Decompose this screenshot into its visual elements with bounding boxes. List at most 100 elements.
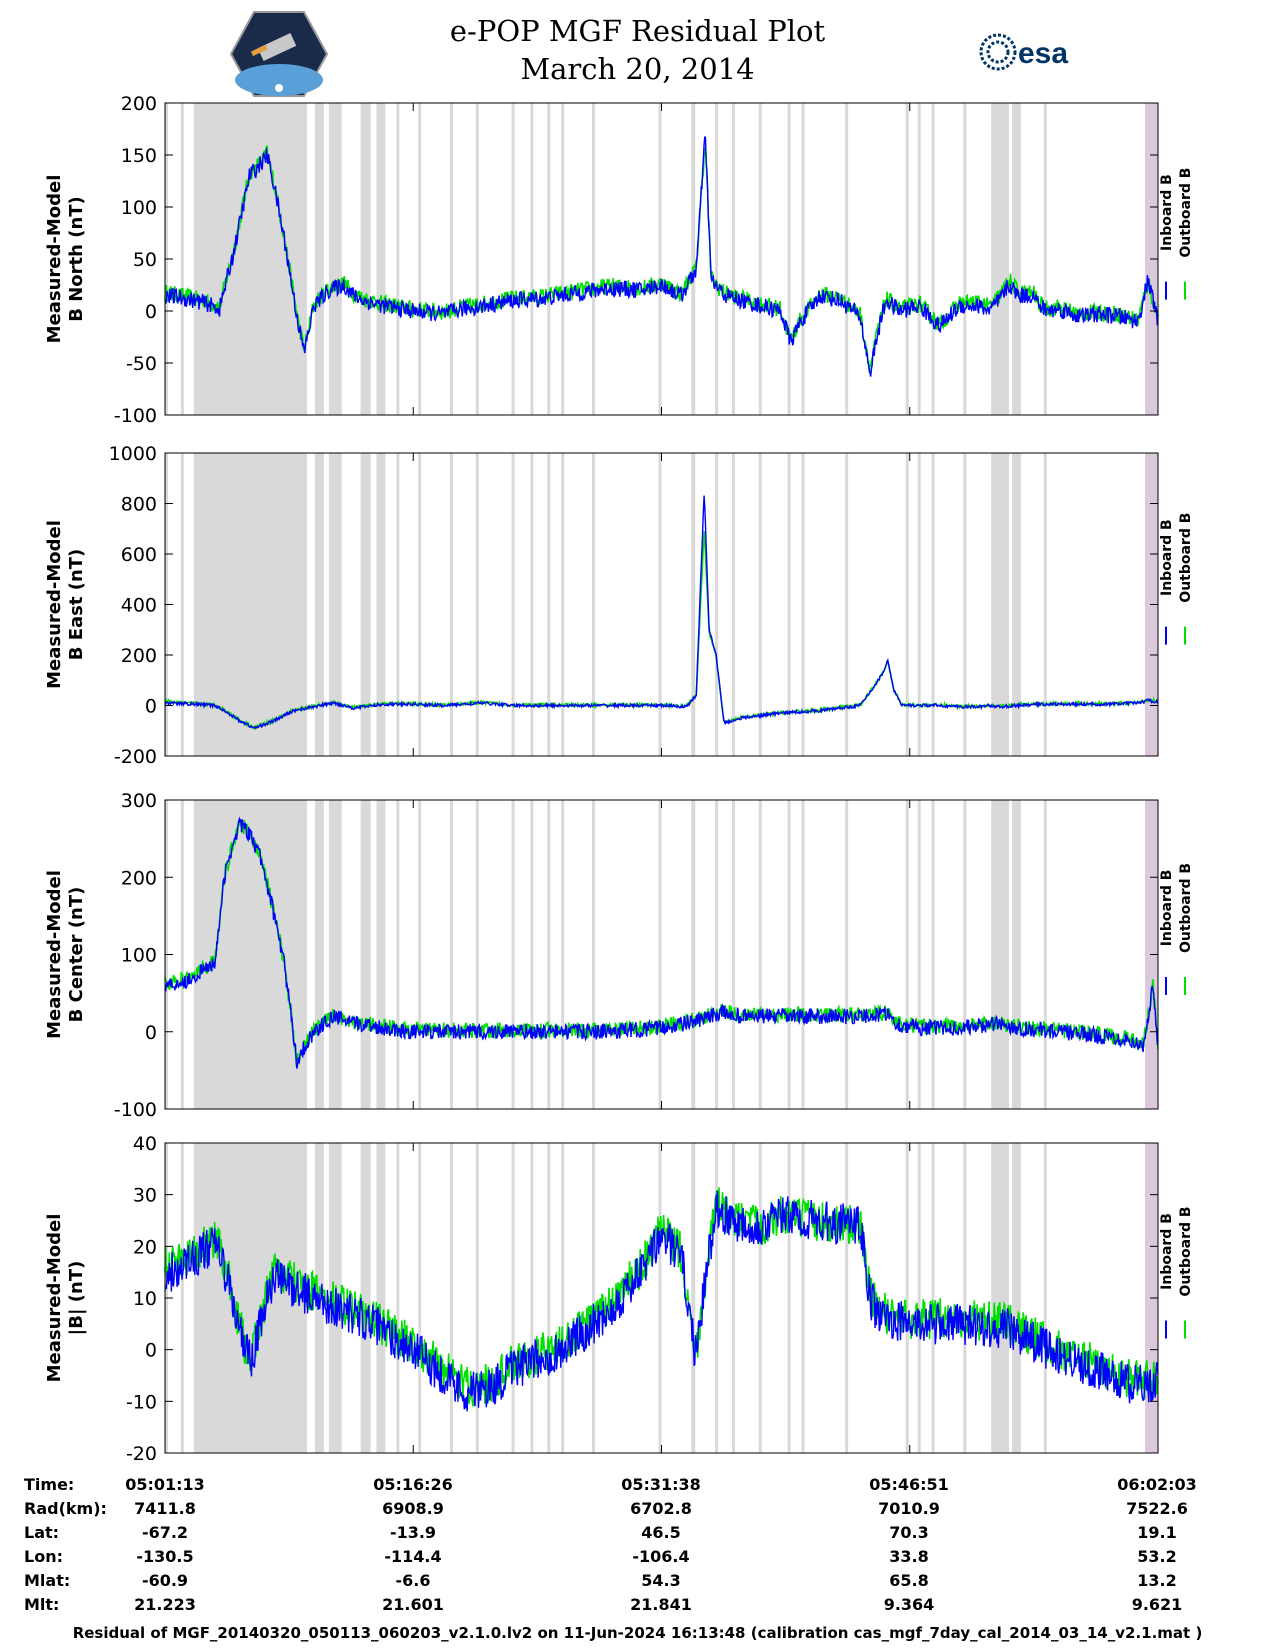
y-tick-label: -50 bbox=[126, 353, 157, 375]
info-value: 05:01:13 bbox=[125, 1475, 205, 1494]
data-gap-shade bbox=[328, 453, 342, 756]
data-gap-shade bbox=[396, 800, 400, 1109]
legend-outboard-label: Outboard B bbox=[1178, 168, 1194, 258]
y-axis-label-line1: Measured-Model bbox=[44, 870, 65, 1039]
data-gap-shade bbox=[314, 800, 324, 1109]
y-tick-label: -100 bbox=[114, 405, 157, 427]
info-value: 6702.8 bbox=[630, 1499, 692, 1518]
y-axis-label-line2: B Center (nT) bbox=[66, 887, 87, 1023]
info-value: 9.364 bbox=[883, 1595, 935, 1614]
data-gap-shade bbox=[732, 103, 735, 415]
data-gap-shade bbox=[917, 800, 921, 1109]
data-gap-shade bbox=[591, 800, 595, 1109]
data-gap-shade bbox=[963, 1143, 967, 1453]
data-gap-shade bbox=[845, 453, 849, 756]
chart-panel-3: 300 200 100 0 -100 Measured-Model B Center (nT… bbox=[44, 790, 1194, 1121]
data-gap-shade bbox=[801, 453, 805, 756]
data-gap-shade bbox=[787, 453, 791, 756]
data-gap-shade bbox=[917, 1143, 921, 1453]
y-tick-label: 150 bbox=[121, 145, 157, 167]
legend-inboard-label: Inboard B bbox=[1159, 174, 1175, 251]
data-gap-shade bbox=[905, 1143, 909, 1453]
info-value: 7411.8 bbox=[134, 1499, 196, 1518]
data-gap-shade bbox=[511, 1143, 515, 1453]
data-gap-shade bbox=[691, 1143, 696, 1453]
info-key: Time: bbox=[24, 1475, 75, 1494]
data-gap-shade bbox=[931, 103, 935, 415]
data-gap-shade bbox=[658, 800, 662, 1109]
legend-inboard-label: Inboard B bbox=[1159, 1213, 1175, 1290]
data-gap-shade bbox=[475, 1143, 479, 1453]
info-value: 9.621 bbox=[1131, 1595, 1183, 1614]
data-gap-shade bbox=[758, 1143, 762, 1453]
data-gap-shade bbox=[396, 103, 400, 415]
data-gap-shade bbox=[511, 453, 515, 756]
data-gap-shade bbox=[547, 453, 551, 756]
info-value: 54.3 bbox=[641, 1571, 681, 1590]
data-gap-shade bbox=[314, 103, 324, 415]
data-gap-shade bbox=[931, 800, 935, 1109]
footer-caption: Residual of MGF_20140320_050113_060203_v… bbox=[72, 1624, 1203, 1642]
data-gap-shade bbox=[715, 453, 719, 756]
y-tick-label: -200 bbox=[114, 746, 157, 768]
y-axis-label-line1: Measured-Model bbox=[44, 175, 65, 344]
data-gap-shade bbox=[328, 103, 342, 415]
data-gap-shade bbox=[658, 453, 662, 756]
data-gap-shade bbox=[963, 453, 967, 756]
info-value: 19.1 bbox=[1137, 1523, 1177, 1542]
info-value: -60.9 bbox=[141, 1571, 189, 1590]
data-gap-shade bbox=[715, 103, 719, 415]
data-gap-shade bbox=[511, 800, 515, 1109]
data-gap-shade bbox=[917, 453, 921, 756]
data-gap-shade bbox=[376, 800, 386, 1109]
data-gap-shade bbox=[1043, 103, 1047, 415]
info-key: Lon: bbox=[24, 1547, 63, 1566]
data-gap-shade bbox=[418, 1143, 422, 1453]
y-tick-label: 300 bbox=[121, 790, 157, 812]
y-tick-label: 100 bbox=[121, 197, 157, 219]
y-tick-label: -10 bbox=[126, 1391, 157, 1413]
chart-panel-1: 200 150 100 50 0 -50 -100 Measured-Model B North… bbox=[44, 93, 1194, 427]
y-tick-label: 600 bbox=[121, 544, 157, 566]
data-gap-shade bbox=[328, 800, 342, 1109]
legend-inboard-label: Inboard B bbox=[1159, 519, 1175, 596]
y-tick-label: 0 bbox=[145, 301, 157, 323]
y-tick-label: 30 bbox=[133, 1185, 157, 1207]
data-gap-shade bbox=[732, 453, 735, 756]
data-gap-shade bbox=[787, 1143, 791, 1453]
data-gap-shade bbox=[1012, 103, 1021, 415]
data-gap-shade bbox=[418, 800, 422, 1109]
data-gap-shade bbox=[511, 103, 515, 415]
info-value: 33.8 bbox=[889, 1547, 929, 1566]
data-gap-shade bbox=[1043, 453, 1047, 756]
data-gap-shade bbox=[547, 800, 551, 1109]
y-tick-label: 200 bbox=[121, 867, 157, 889]
data-gap-shade bbox=[193, 103, 307, 415]
y-axis-label-line1: Measured-Model bbox=[44, 1214, 65, 1383]
data-gap-shade bbox=[530, 453, 534, 756]
data-gap-shade bbox=[715, 800, 719, 1109]
data-gap-shade bbox=[732, 1143, 735, 1453]
y-tick-label: -100 bbox=[114, 1099, 157, 1121]
data-gap-shade bbox=[180, 800, 184, 1109]
data-gap-shade bbox=[691, 800, 696, 1109]
y-axis-label-line1: Measured-Model bbox=[44, 520, 65, 689]
series-inboard-line bbox=[164, 495, 1159, 730]
series-inboard-line bbox=[164, 136, 1159, 377]
y-tick-label: 1000 bbox=[109, 443, 157, 465]
data-gap-shade bbox=[691, 103, 696, 415]
y-axis-label-line2: B North (nT) bbox=[66, 196, 87, 322]
data-gap-shade bbox=[449, 800, 453, 1109]
data-gap-shade bbox=[547, 1143, 551, 1453]
info-value: 21.601 bbox=[382, 1595, 444, 1614]
info-key: Lat: bbox=[24, 1523, 60, 1542]
plot-title-line1: e-POP MGF Residual Plot bbox=[449, 14, 826, 48]
y-tick-label: 400 bbox=[121, 595, 157, 617]
info-value: 05:16:26 bbox=[373, 1475, 453, 1494]
chart-panel-4: 40 30 20 10 0 -10 -20 Measured-Model |B| (nT) Inb… bbox=[44, 1133, 1194, 1460]
chart-panel-2: 1000 800 600 400 200 0 -200 Measured-Model B Eas… bbox=[44, 443, 1194, 768]
data-gap-shade bbox=[691, 453, 696, 756]
legend-outboard-label: Outboard B bbox=[1178, 1206, 1194, 1296]
data-gap-shade bbox=[475, 800, 479, 1109]
